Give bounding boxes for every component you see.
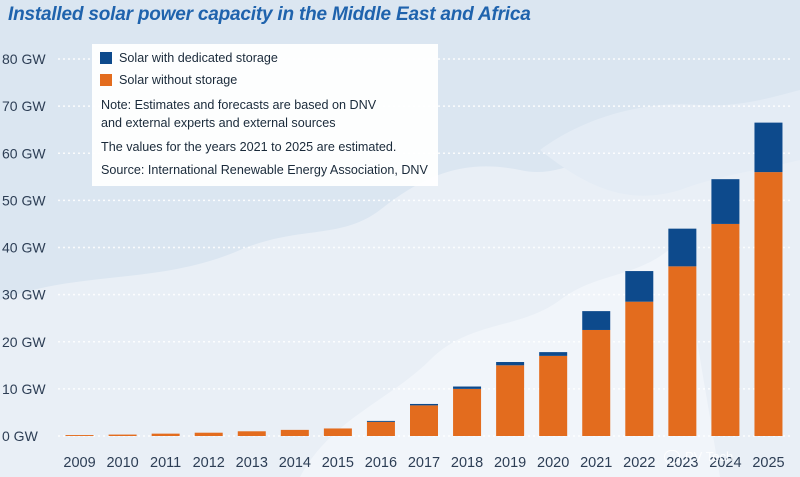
legend-swatch-no-storage	[100, 74, 112, 86]
y-tick-label: 10 GW	[2, 381, 46, 397]
legend-label-no-storage: Solar without storage	[119, 73, 238, 87]
note-line-2: and external experts and external source…	[101, 116, 336, 130]
wechat-icon	[664, 449, 680, 464]
y-tick-label: 20 GW	[2, 334, 46, 350]
bar-solar-with-storage	[711, 179, 740, 224]
watermark: PV Tech	[664, 449, 733, 464]
y-tick-label: 50 GW	[2, 192, 46, 208]
bar-solar-without-storage	[194, 432, 223, 436]
bar-solar-with-storage	[625, 271, 654, 302]
legend-label-storage: Solar with dedicated storage	[119, 51, 278, 65]
note-line-1: Note: Estimates and forecasts are based …	[101, 98, 377, 112]
x-tick-label: 2009	[63, 455, 95, 471]
bar-solar-without-storage	[323, 428, 352, 436]
x-tick-label: 2022	[623, 455, 655, 471]
y-axis-ticks: 0 GW 10 GW 20 GW 30 GW 40 GW 50 GW 60 GW 70 GW 8…	[2, 51, 46, 444]
x-tick-label: 2021	[580, 455, 612, 471]
bar-solar-without-storage	[410, 405, 438, 436]
legend-item-no-storage: Solar without storage	[100, 73, 237, 87]
bar-solar-without-storage	[108, 434, 137, 436]
x-tick-label: 2025	[752, 455, 784, 471]
x-tick-label: 2013	[236, 455, 268, 471]
bar-solar-without-storage	[65, 435, 94, 436]
x-tick-label: 2024	[709, 455, 741, 471]
legend-item-storage: Solar with dedicated storage	[100, 51, 278, 65]
note-estimated: The values for the years 2021 to 2025 ar…	[101, 140, 397, 154]
bar-solar-with-storage	[496, 362, 525, 366]
x-tick-label: 2010	[106, 455, 138, 471]
bar-solar-without-storage	[453, 388, 482, 436]
bar-solar-with-storage	[582, 311, 611, 330]
bar-solar-without-storage	[711, 223, 740, 436]
x-tick-label: 2020	[537, 455, 569, 471]
x-tick-label: 2016	[365, 455, 397, 471]
bar-solar-without-storage	[539, 355, 568, 436]
x-tick-label: 2012	[193, 455, 225, 471]
bar-solar-without-storage	[366, 421, 395, 436]
y-tick-label: 30 GW	[2, 287, 46, 303]
y-tick-label: 70 GW	[2, 98, 46, 114]
bar-solar-with-storage	[668, 228, 697, 267]
map-landmass-2	[300, 240, 720, 477]
bar-solar-with-storage	[366, 420, 395, 422]
x-tick-label: 2018	[451, 455, 483, 471]
bar-solar-without-storage	[625, 301, 654, 436]
bar-solar-without-storage	[668, 266, 697, 436]
y-tick-label: 80 GW	[2, 51, 46, 67]
bar-solar-with-storage	[453, 386, 482, 389]
bar-solar-without-storage	[496, 365, 525, 436]
x-tick-label: 2011	[150, 455, 181, 471]
x-tick-label: 2017	[408, 455, 440, 471]
bar-solar-with-storage	[410, 403, 438, 406]
bar-solar-with-storage	[754, 122, 783, 173]
bar-solar-without-storage	[237, 431, 266, 436]
bar-solar-without-storage	[280, 429, 309, 436]
gridlines	[58, 58, 790, 437]
y-tick-label: 60 GW	[2, 145, 46, 161]
bar-solar-with-storage	[539, 352, 568, 356]
bar-solar-without-storage	[151, 433, 180, 436]
bar-solar-without-storage	[582, 329, 611, 436]
legend-swatch-storage	[100, 52, 112, 64]
y-tick-label: 40 GW	[2, 240, 46, 256]
map-landmass-3	[540, 90, 800, 196]
x-tick-label: 2019	[494, 455, 526, 471]
y-tick-label: 0 GW	[2, 428, 39, 444]
x-tick-label: 2014	[279, 455, 311, 471]
legend: Solar with dedicated storage Solar witho…	[92, 44, 438, 186]
x-tick-label: 2015	[322, 455, 354, 471]
chart-title: Installed solar power capacity in the Mi…	[8, 4, 531, 25]
bar-solar-without-storage	[754, 172, 783, 436]
bars	[65, 122, 783, 436]
note-source: Source: International Renewable Energy A…	[101, 163, 428, 177]
watermark-text: PV Tech	[685, 449, 734, 464]
